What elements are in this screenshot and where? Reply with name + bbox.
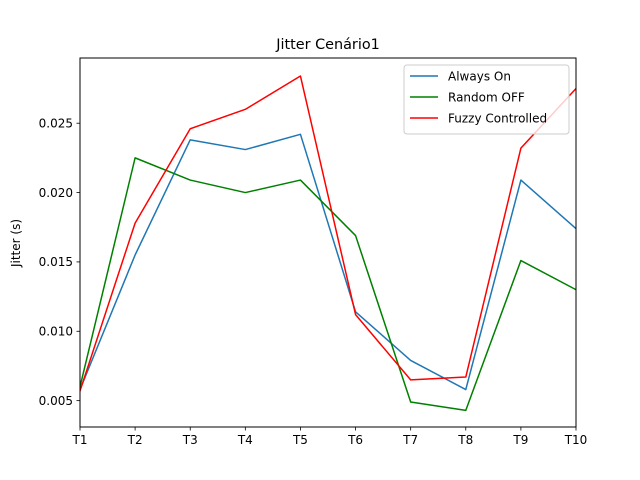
- x-tick-label: T7: [402, 433, 418, 447]
- plot-frame: [79, 57, 577, 428]
- x-tick-label: T8: [457, 433, 473, 447]
- legend-label: Always On: [448, 69, 511, 83]
- x-tick-label: T10: [564, 433, 588, 447]
- series-line-1: [80, 133, 576, 391]
- y-tick-label: 0.025: [39, 116, 73, 130]
- x-tick-label: T2: [127, 433, 143, 447]
- y-tick-label: 0.015: [39, 255, 73, 269]
- x-tick-label: T1: [72, 433, 88, 447]
- x-tick-label: T3: [182, 433, 198, 447]
- series-line-2: [80, 157, 576, 412]
- plot-area: [80, 75, 576, 412]
- x-axis: T1 T2 T3 T4 T5 T6 T7 T8 T9 T10: [72, 427, 588, 447]
- y-tick-label: 0.005: [39, 394, 73, 408]
- y-axis: 0.005 0.010 0.015 0.020 0.025: [39, 116, 80, 408]
- legend-box: [403, 64, 570, 135]
- chart-title: Jitter Cenário1: [275, 37, 380, 53]
- series-line-3: [80, 75, 576, 392]
- x-tick-label: T5: [292, 433, 308, 447]
- y-tick-label: 0.020: [39, 186, 73, 200]
- y-tick-label: 0.010: [39, 325, 73, 339]
- x-tick-label: T6: [347, 433, 363, 447]
- legend-label: Random OFF: [448, 90, 525, 104]
- y-axis-label: Jitter (s): [9, 219, 23, 268]
- x-tick-label: T4: [237, 433, 253, 447]
- legend: Always On Random OFF Fuzzy Controlled: [403, 64, 570, 135]
- x-tick-label: T9: [512, 433, 528, 447]
- legend-label: Fuzzy Controlled: [448, 111, 547, 125]
